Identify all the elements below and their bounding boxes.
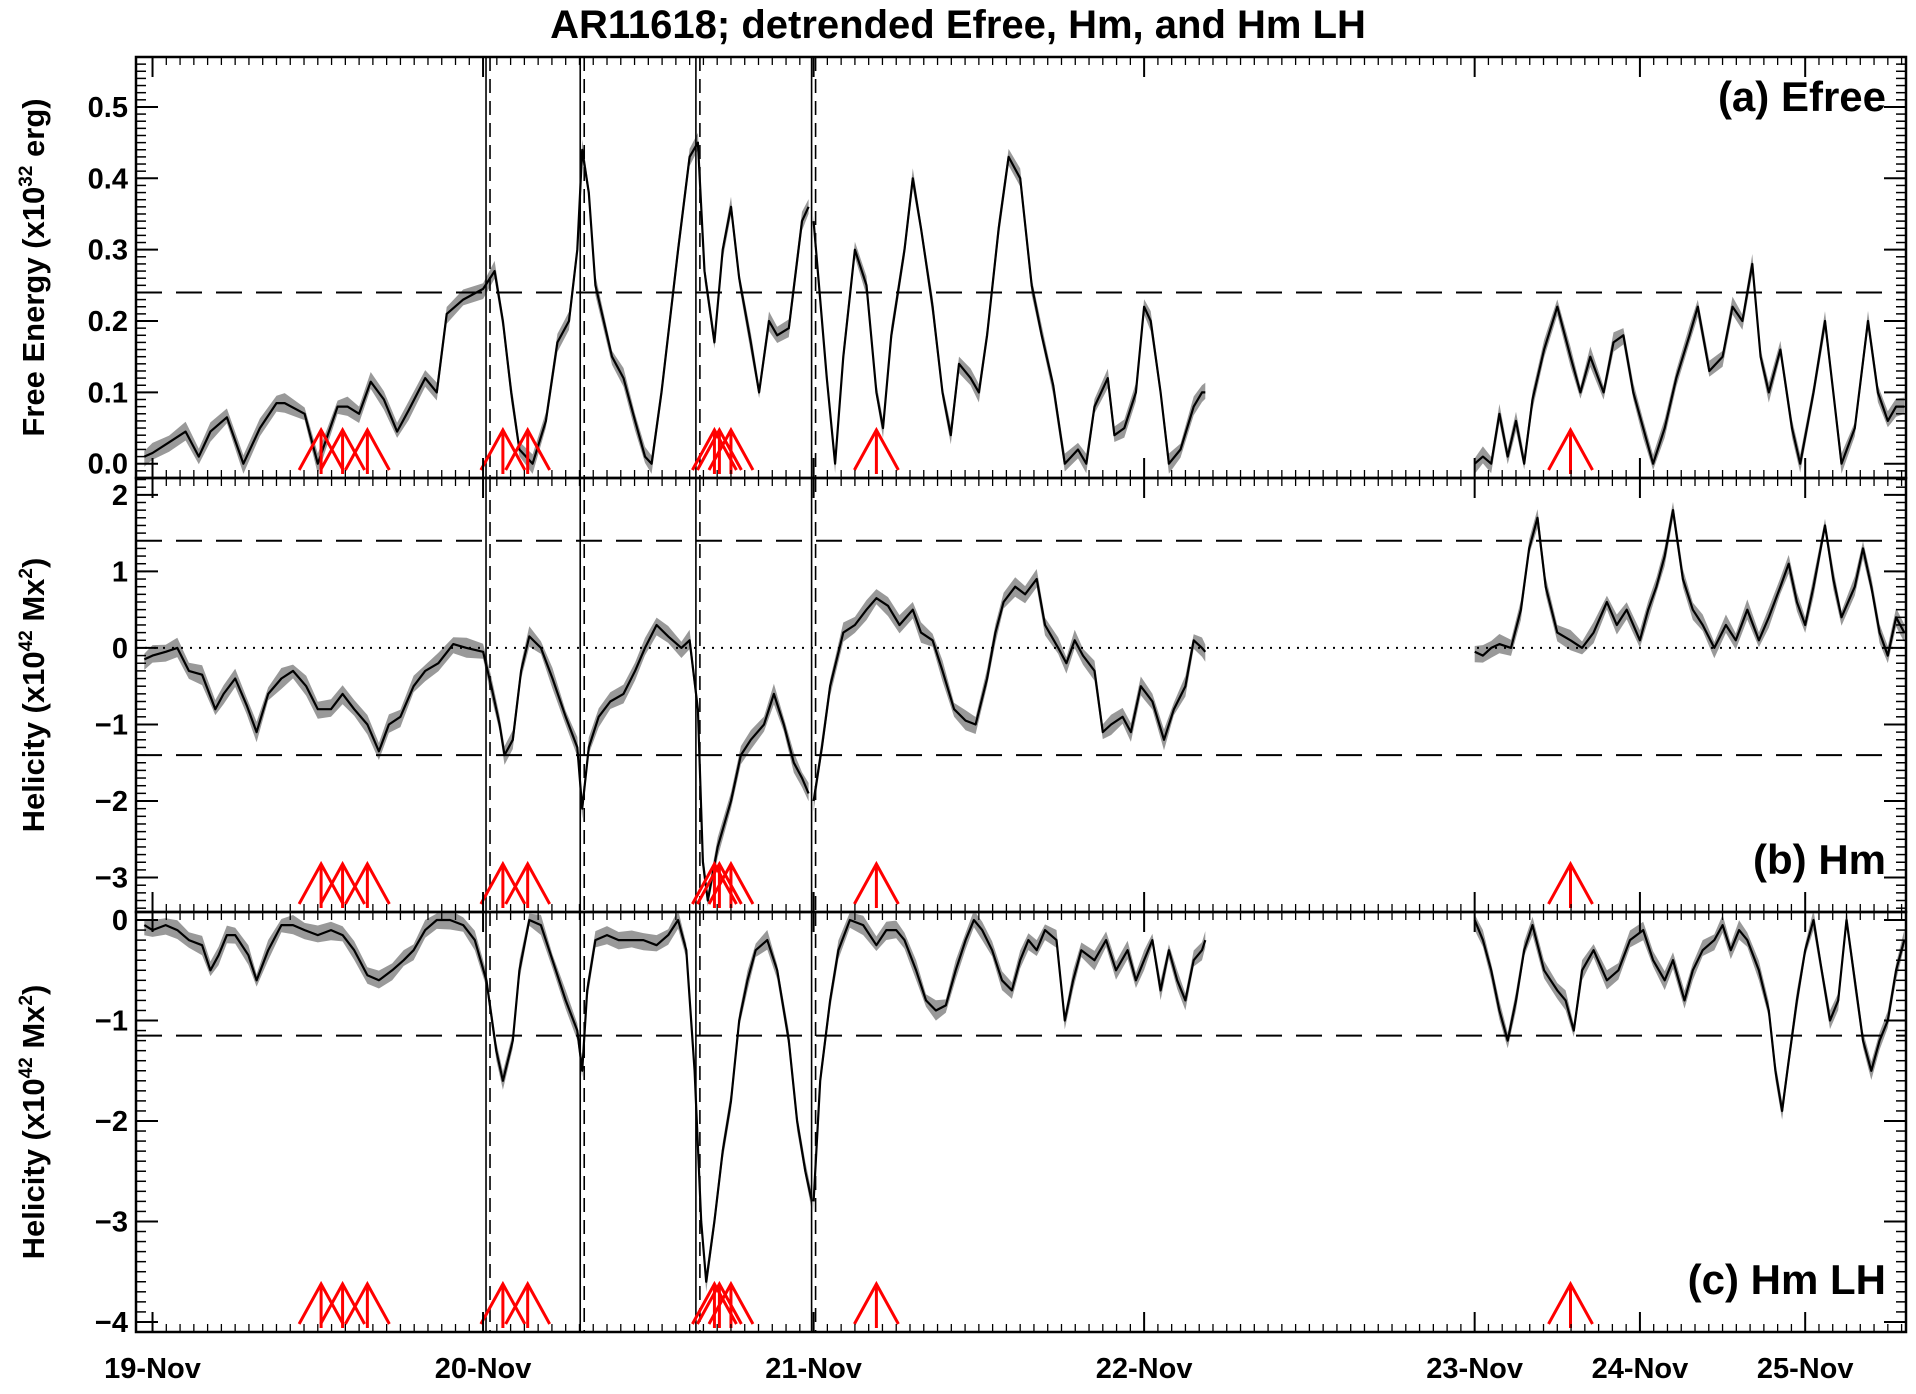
y-tick-label: 0	[112, 905, 128, 937]
y-axis: −4 −3 −2 −1 0	[95, 905, 1906, 1339]
flare-arrow	[319, 1280, 366, 1328]
x-tick-label: 24-Nov	[1592, 1353, 1689, 1385]
flare-arrow	[504, 426, 551, 474]
panels: 0.0 0.1 0.2 0.3 0.4 0.5 Free Energy (x1032 erg…	[16, 55, 1908, 1339]
series-line-1	[143, 623, 810, 902]
y-axis: −3 −2 −1 0 1 2	[95, 478, 1906, 909]
panel-label: (c) Hm LH	[1688, 1256, 1886, 1303]
y-tick-label: 0.0	[88, 449, 128, 481]
y-tick-label: 0.5	[88, 92, 128, 124]
flare-arrow	[344, 1280, 391, 1328]
flare-arrow	[479, 860, 527, 908]
y-tick-label: −1	[95, 709, 128, 741]
y-tick-label: 0.2	[88, 306, 128, 338]
x-ticks	[151, 912, 1903, 1332]
flare-arrow	[1547, 1280, 1594, 1328]
flare-arrow	[1547, 426, 1594, 474]
flare-arrow	[479, 1280, 527, 1328]
uncertainty-band-3	[1474, 912, 1905, 1120]
x-ticks	[151, 478, 1903, 912]
y-axis: 0.0 0.1 0.2 0.3 0.4 0.5	[88, 63, 1906, 481]
panel-frame	[134, 476, 1908, 914]
uncertainty-band-1	[144, 132, 809, 474]
y-tick-label: 0.1	[88, 377, 128, 409]
y-tick-label: 1	[112, 556, 128, 588]
flare-arrow	[344, 860, 391, 908]
plot-area	[136, 912, 1906, 1332]
flare-arrow	[1547, 860, 1594, 908]
panel-frame	[134, 910, 1908, 1334]
panel-1: 0.0 0.1 0.2 0.3 0.4 0.5 Free Energy (x1032 erg…	[16, 55, 1908, 481]
y-tick-label: −3	[95, 863, 128, 895]
series-line-3	[1473, 918, 1906, 1112]
series-line-2	[812, 918, 1207, 1202]
x-tick-label: 20-Nov	[435, 1353, 532, 1385]
y-tick-label: −2	[95, 786, 128, 818]
uncertainty-band-2	[813, 569, 1206, 812]
series-line-2	[812, 155, 1206, 465]
panel-label: (b) Hm	[1753, 836, 1886, 883]
x-tick-label: 21-Nov	[765, 1353, 862, 1385]
y-axis-label: Free Energy (x1032 erg)	[16, 98, 51, 436]
flare-arrow	[707, 1280, 755, 1328]
chart-title: AR11618; detrended Efree, Hm, and Hm LH	[550, 3, 1366, 47]
flare-arrow	[479, 426, 527, 474]
flare-arrow	[344, 426, 391, 474]
y-axis-label: Helicity (x1042 Mx2)	[16, 558, 51, 833]
flare-arrow	[707, 860, 755, 908]
x-tick-label: 25-Nov	[1757, 1353, 1854, 1385]
y-axis-label: Helicity (x1042 Mx2)	[16, 985, 51, 1260]
uncertainty-band-1	[144, 617, 809, 907]
y-tick-label: −4	[95, 1307, 128, 1339]
series-line-1	[143, 141, 810, 465]
flare-arrow	[853, 860, 900, 908]
plot-area	[136, 57, 1906, 478]
flare-arrow	[504, 1280, 551, 1328]
flare-arrow	[504, 860, 551, 908]
plot-area	[136, 478, 1906, 912]
series-line-3	[1473, 262, 1905, 465]
flare-arrow	[319, 860, 366, 908]
x-ticks	[151, 57, 1903, 478]
x-tick-label: 22-Nov	[1096, 1353, 1193, 1385]
y-tick-label: 0	[112, 633, 128, 665]
series-line-3	[1474, 509, 1906, 657]
panel-3: −4 −3 −2 −1 0 Helicity (x1042 Mx2) (c) Hm LH	[16, 905, 1908, 1339]
y-tick-label: −2	[95, 1106, 128, 1138]
flare-arrow	[707, 426, 755, 474]
y-tick-label: 0.4	[88, 163, 128, 195]
x-tick-label: 19-Nov	[104, 1353, 201, 1385]
y-tick-label: −1	[95, 1006, 128, 1038]
panel-2: −3 −2 −1 0 1 2 Helicity (x1042 Mx2) (b) Hm	[16, 476, 1908, 914]
y-tick-label: −3	[95, 1206, 128, 1238]
series-line-1	[143, 918, 813, 1283]
y-tick-label: 2	[112, 480, 128, 512]
flare-arrow	[853, 426, 900, 474]
x-axis-labels: 19-Nov 20-Nov 21-Nov 22-Nov 23-Nov 24-Nov 25-N…	[104, 1353, 1853, 1385]
flare-arrow	[319, 426, 366, 474]
series-line-2	[812, 577, 1207, 802]
panel-label: (a) Efree	[1718, 73, 1886, 120]
x-tick-label: 23-Nov	[1426, 1353, 1523, 1385]
y-tick-label: 0.3	[88, 235, 128, 267]
flare-arrow	[853, 1280, 900, 1328]
